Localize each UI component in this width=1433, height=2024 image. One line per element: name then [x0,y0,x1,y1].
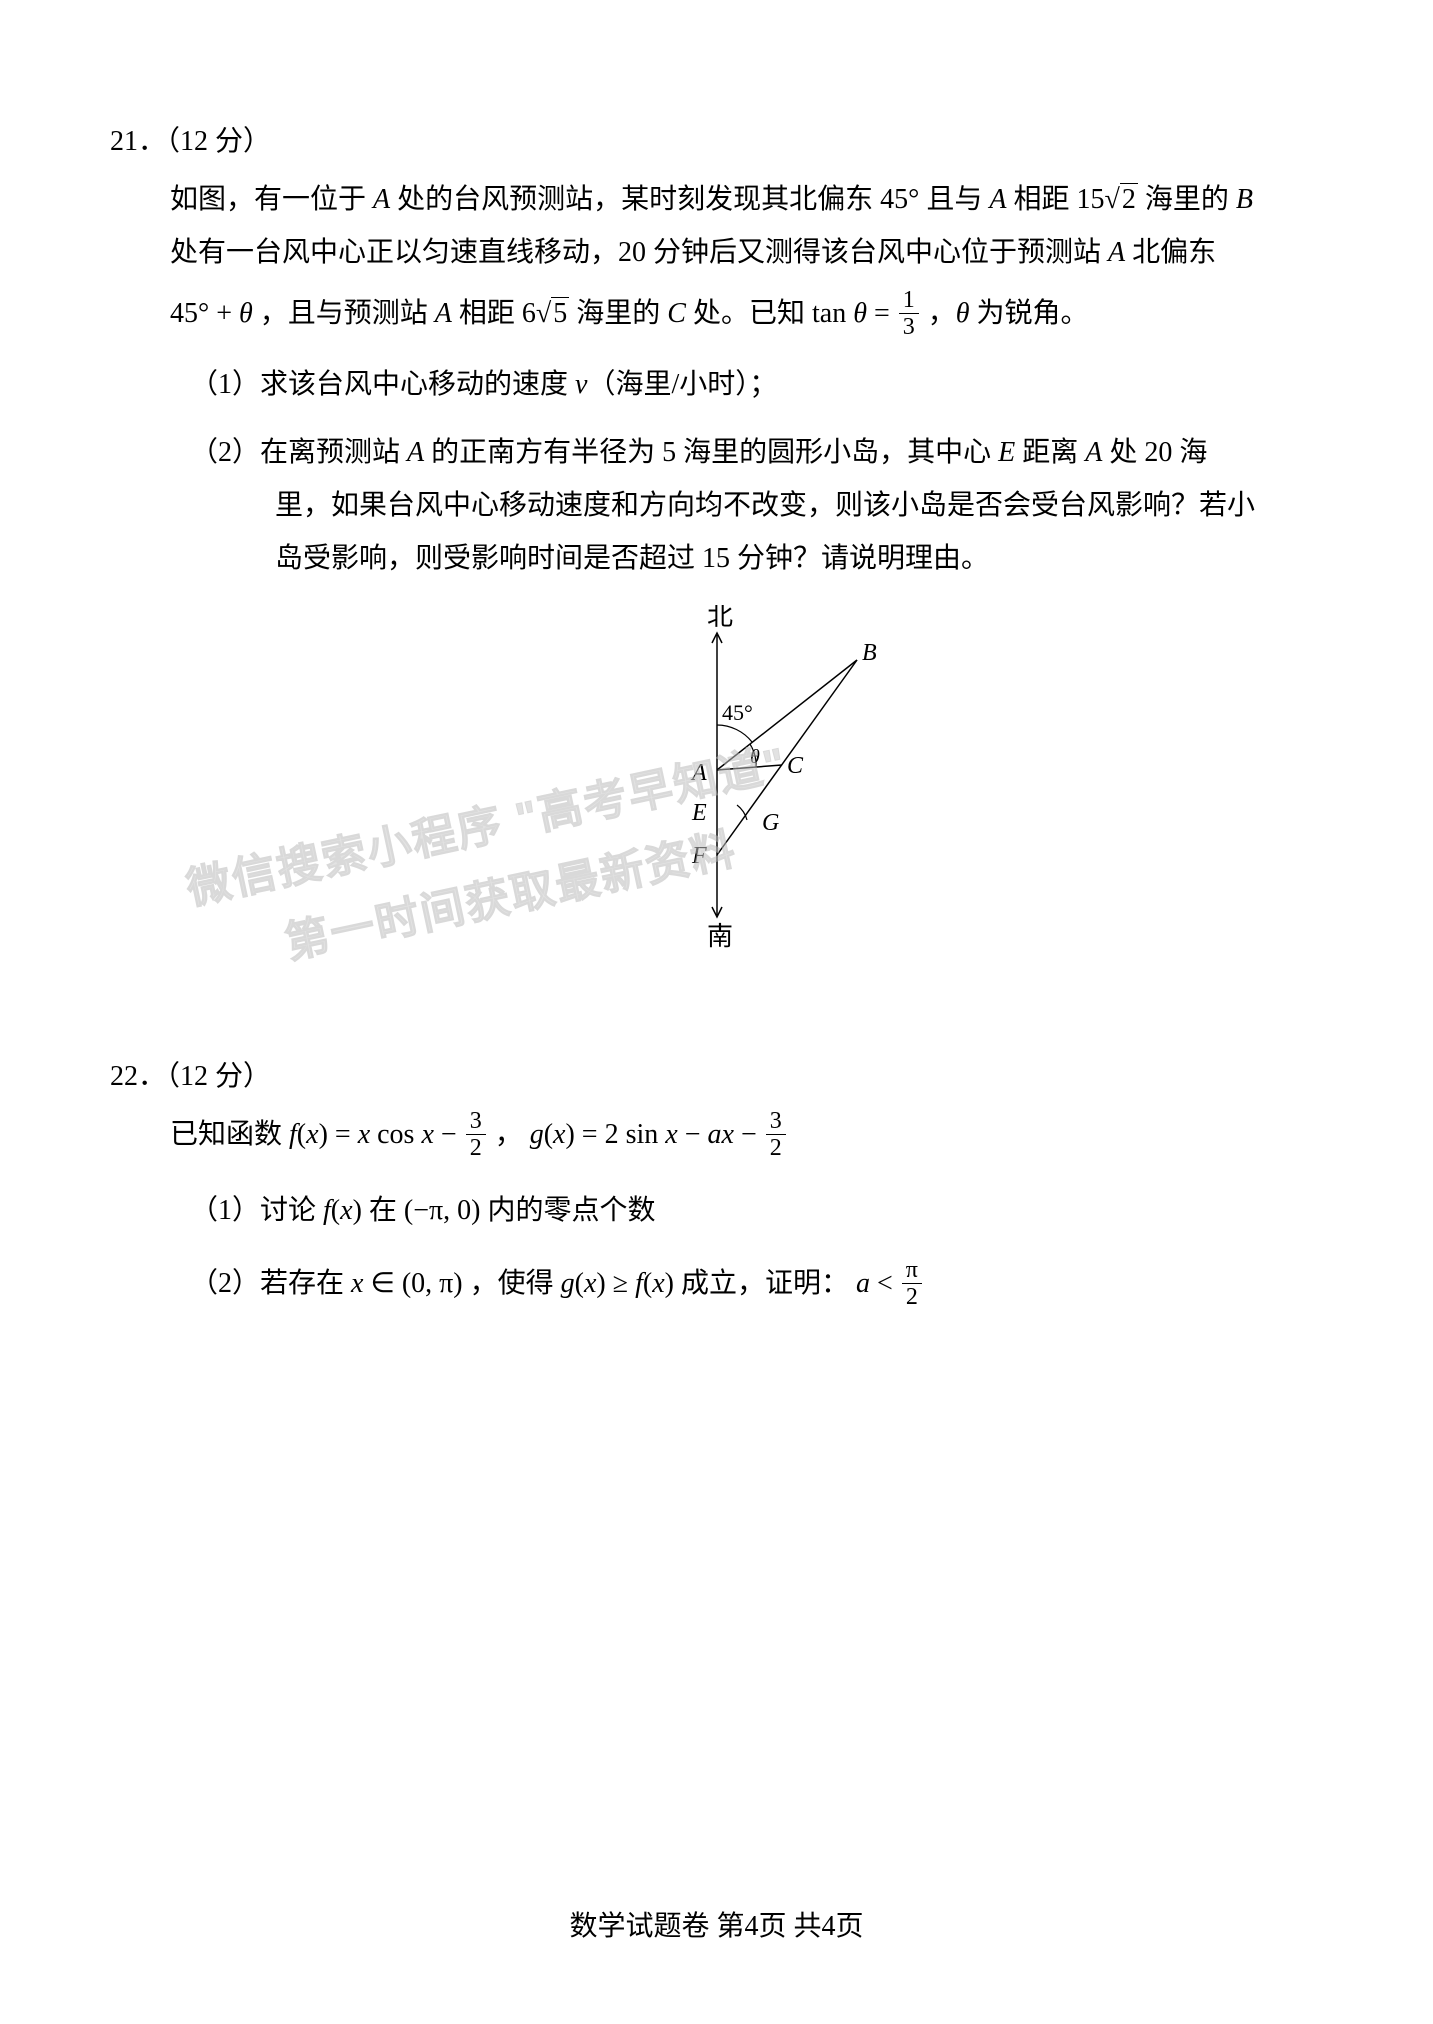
p21-line1: 如图，有一位于 A 处的台风预测站，某时刻发现其北偏东 45° 且与 A 相距 … [170,173,1323,226]
p21-sub2-line1: （2）在离预测站 A 的正南方有半径为 5 海里的圆形小岛，其中心 E 距离 A… [170,426,1323,479]
problem-22-body: 已知函数 f(x) = x cos x − 32 ， g(x) = 2 sin … [110,1108,1323,1312]
problem-points-22: （12 分） [166,1061,271,1092]
problem-21-header: 21．（12 分） [110,120,1323,165]
page-content: 21．（12 分） 如图，有一位于 A 处的台风预测站，某时刻发现其北偏东 45… [0,0,1433,1312]
problem-number-22: 22 [110,1061,138,1092]
p22-sub2: （2）若存在 x ∈ (0, π) ，使得 g(x) ≥ f(x) 成立，证明：… [170,1257,1323,1312]
p21-sub2-line3: 岛受影响，则受影响时间是否超过 15 分钟？请说明理由。 [170,532,1323,585]
label-B: B [862,640,877,666]
p22-line1: 已知函数 f(x) = x cos x − 32 ， g(x) = 2 sin … [170,1108,1323,1163]
problem-points: （12 分） [166,126,271,157]
problem-22-header: 22．（12 分） [110,1055,1323,1100]
p21-sub1: （1）求该台风中心移动的速度 v（海里/小时）； [170,358,1323,411]
p22-sub1: （1）讨论 f(x) 在 (−π, 0) 内的零点个数 [170,1184,1323,1237]
label-north: 北 [707,605,733,631]
p21-line2: 处有一台风中心正以匀速直线移动，20 分钟后又测得该台风中心位于预测站 A 北偏… [170,226,1323,279]
problem-22: 22．（12 分） 已知函数 f(x) = x cos x − 32 ， g(x… [110,1055,1323,1312]
label-south: 南 [707,922,733,951]
label-G: G [762,810,779,836]
p21-line3: 45° + θ ，且与预测站 A 相距 65 海里的 C 处。已知 tan θ … [170,287,1323,342]
page-footer: 数学试题卷 第4页 共4页 [0,1904,1433,1944]
label-45: 45° [722,700,753,725]
problem-number: 21 [110,126,138,157]
p21-sub2-line2: 里，如果台风中心移动速度和方向均不改变，则该小岛是否会受台风影响？若小 [170,479,1323,532]
